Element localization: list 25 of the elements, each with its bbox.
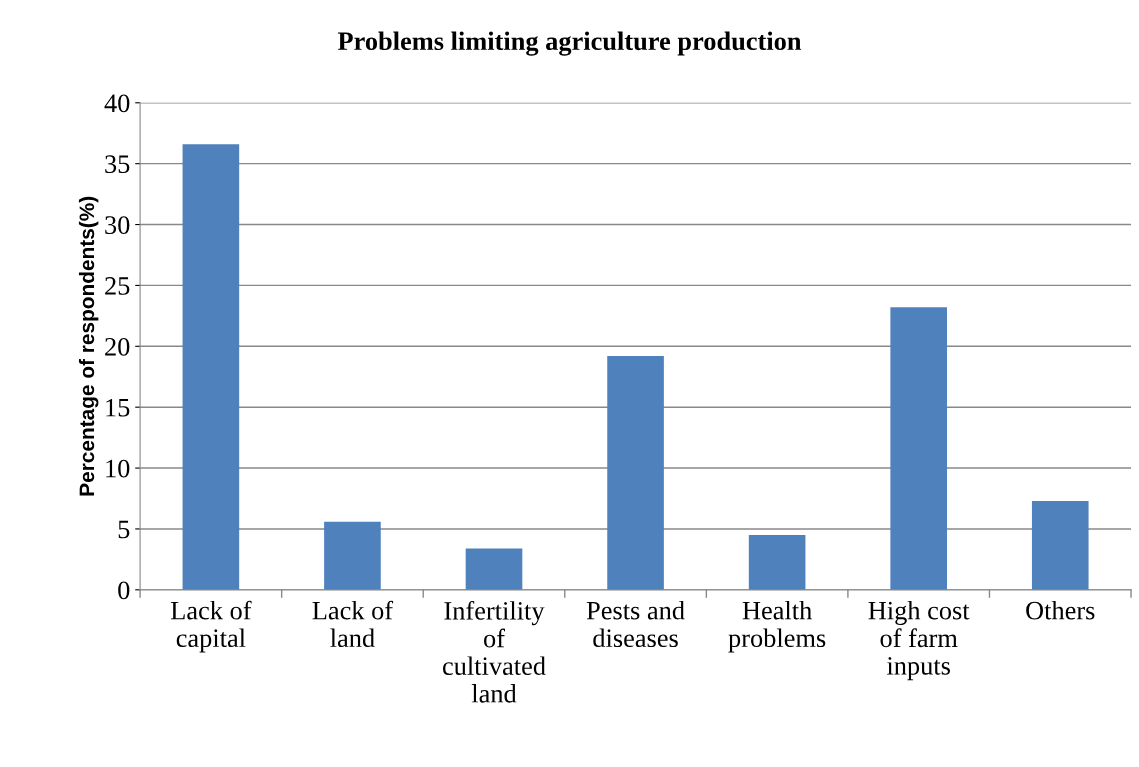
bar xyxy=(748,535,806,590)
chart-title: Problems limiting agriculture production xyxy=(337,31,802,56)
bar xyxy=(324,521,381,590)
y-tick-label: 20 xyxy=(105,337,130,356)
y-tick-label: 5 xyxy=(118,520,130,539)
y-tick-label: 15 xyxy=(106,398,130,417)
y-axis-title: Percentage of respondents(%) xyxy=(78,196,99,496)
y-tick-label: 10 xyxy=(106,459,130,478)
bar xyxy=(182,144,240,590)
y-tick-label: 40 xyxy=(104,94,130,113)
x-tick-label: Lack of capital xyxy=(170,600,252,653)
y-tick-label: 25 xyxy=(105,277,130,295)
x-tick-label: Infertility of cultivated land xyxy=(442,600,546,703)
bar xyxy=(1031,500,1089,590)
x-tick-label: Lack of land xyxy=(312,600,394,648)
x-tick-label: Pests and diseases xyxy=(586,600,685,648)
y-tick-label: 35 xyxy=(105,155,130,174)
bar xyxy=(465,548,523,590)
bar xyxy=(890,307,947,590)
x-tick-label: Others xyxy=(1026,600,1095,620)
y-tick-label: 0 xyxy=(118,581,130,600)
y-tick-label: 30 xyxy=(105,216,130,234)
x-tick-label: Health problems xyxy=(728,600,826,653)
x-tick-label: High cost of farm inputs xyxy=(868,600,970,681)
bar xyxy=(607,356,664,590)
